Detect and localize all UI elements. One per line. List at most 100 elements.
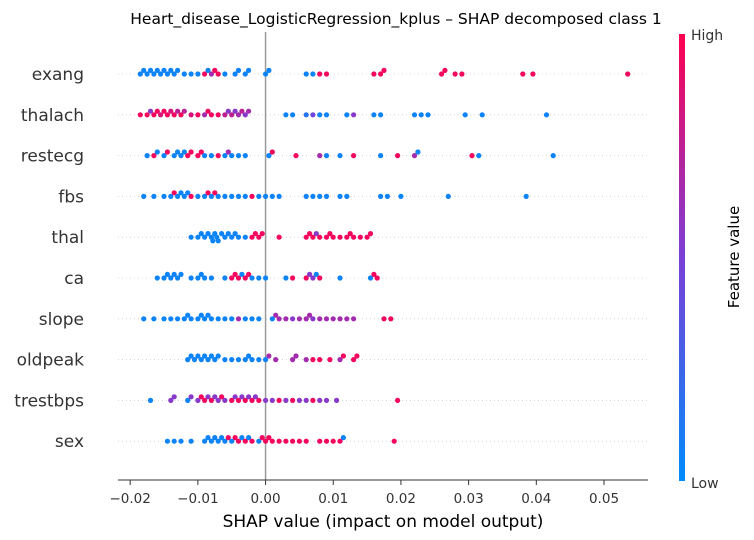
shap-dot-restecg [351,153,357,159]
shap-dot-ca [263,275,269,281]
shap-dot-thalach [161,108,167,114]
shap-dot-sex [239,435,245,441]
shap-dot-ca [246,271,252,277]
shap-dot-ca [256,275,262,281]
shap-dot-ca [310,275,316,281]
shap-dot-oldpeak [351,357,357,363]
shap-dot-thalach [317,112,323,118]
shap-dot-oldpeak [303,357,309,363]
shap-dot-slope [198,312,204,318]
shap-dot-restecg [185,153,191,159]
shap-dot-ca [154,275,160,281]
shap-dot-fbs [344,193,350,199]
shap-dot-trestbps [296,397,302,403]
shap-dot-thalach [303,112,309,118]
shap-dot-trestbps [276,397,282,403]
shap-dot-fbs [445,193,451,199]
shap-dot-ca [307,271,313,277]
shap-dot-exang [164,71,170,77]
shap-dot-oldpeak [212,357,218,363]
shap-dot-exang [171,71,177,77]
shap-dot-sex [269,438,275,444]
shap-dot-slope [185,312,191,318]
shap-dot-restecg [476,153,482,159]
shap-dot-trestbps [229,397,235,403]
shap-dot-fbs [171,190,177,196]
shap-dot-trestbps [168,397,174,403]
shap-dot-ca [283,275,289,281]
shap-dot-ca [222,275,228,281]
shap-dot-slope [188,316,194,322]
shap-dot-slope [222,316,228,322]
shap-dot-thalach [344,112,350,118]
shap-dot-trestbps [188,394,194,400]
shap-dot-trestbps [310,397,316,403]
shap-dot-sex [171,438,177,444]
feature-label-ca: ca [64,269,84,289]
shap-dot-trestbps [202,397,208,403]
shap-dot-trestbps [205,394,211,400]
shap-dot-restecg [222,153,228,159]
feature-label-exang: exang [32,65,84,85]
shap-dot-ca [164,271,170,277]
shap-dot-sex [283,438,289,444]
shap-dot-thal [330,234,336,240]
shap-dot-trestbps [222,397,228,403]
shap-dot-sex [229,438,235,444]
shap-dot-restecg [198,149,204,155]
shap-dot-sex [290,438,296,444]
shap-dot-exang [266,67,272,73]
shap-dot-thal [357,234,363,240]
shap-dot-trestbps [256,397,262,403]
shap-dot-exang [246,67,252,73]
shap-dot-ca [161,275,167,281]
shap-dot-fbs [269,193,275,199]
shap-dot-slope [202,316,208,322]
shap-dot-fbs [202,193,208,199]
shap-dot-thalach [154,108,160,114]
shap-dot-slope [317,316,323,322]
shap-dot-slope [205,312,211,318]
shap-dot-trestbps [249,397,255,403]
shap-dot-trestbps [303,397,309,403]
shap-dot-thal [344,234,350,240]
shap-dot-trestbps [208,397,214,403]
shap-dot-sex [242,438,248,444]
shap-dot-thalach [222,112,228,118]
shap-dot-thal [327,231,333,237]
shap-dot-ca [188,275,194,281]
shap-dot-restecg [215,153,221,159]
shap-dot-slope [269,316,275,322]
shap-dot-exang [205,67,211,73]
shap-dot-slope [256,316,262,322]
shap-dot-restecg [317,153,323,159]
shap-dot-sex [276,438,282,444]
shap-dot-thalach [371,112,377,118]
shap-dot-thalach [418,112,424,118]
shap-dot-trestbps [215,397,221,403]
shap-dot-thalach [462,112,468,118]
shap-dot-ca [168,275,174,281]
shap-dot-slope [344,316,350,322]
shap-dot-thal [202,234,208,240]
x-tick-label: 0.04 [521,491,551,507]
shap-dot-ca [371,271,377,277]
x-tick-label: 0.02 [386,491,416,507]
shap-dot-slope [310,316,316,322]
shap-dot-fbs [161,193,167,199]
shap-dot-restecg [151,153,157,159]
shap-dot-thal [276,234,282,240]
shap-dot-sex [205,435,211,441]
shap-dot-fbs [208,193,214,199]
shap-dot-oldpeak [235,357,242,363]
shap-dot-slope [388,316,394,322]
shap-dot-fbs [185,190,191,196]
shap-dot-fbs [384,193,390,199]
shap-dot-thal [229,234,235,240]
feature-label-thalach: thalach [21,106,84,126]
shap-dot-sex [188,438,194,444]
shap-dot-trestbps [232,394,238,400]
shap-dot-thal [242,234,248,240]
shap-dot-slope [229,316,235,322]
shap-dot-restecg [293,153,299,159]
